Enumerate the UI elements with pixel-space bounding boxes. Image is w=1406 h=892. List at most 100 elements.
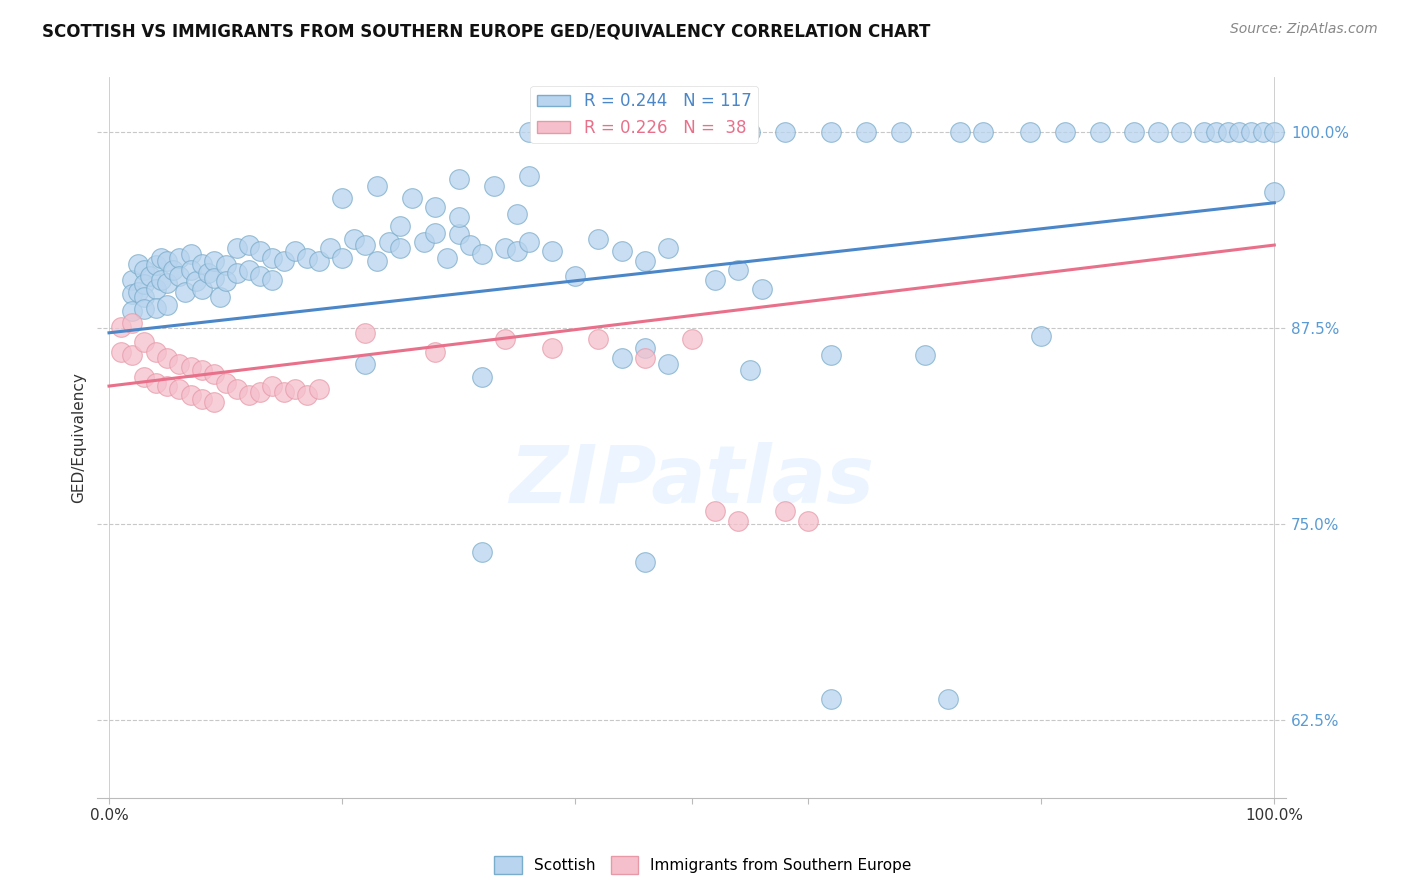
Point <box>1205 125 1227 139</box>
Point <box>156 379 179 393</box>
Point <box>180 360 202 375</box>
Point <box>471 369 494 384</box>
Point <box>132 335 155 350</box>
Point <box>458 238 481 252</box>
Point <box>517 125 540 139</box>
Point <box>425 344 447 359</box>
Point <box>425 201 447 215</box>
Point <box>150 272 173 286</box>
Point <box>308 253 330 268</box>
Point <box>121 272 143 286</box>
Point <box>249 385 271 400</box>
Point <box>1031 329 1053 343</box>
Point <box>180 388 202 402</box>
Point <box>214 259 236 273</box>
Point <box>447 172 470 186</box>
Point <box>657 241 679 255</box>
Point <box>890 125 912 139</box>
Point <box>330 191 353 205</box>
Point <box>132 277 155 292</box>
Point <box>167 269 190 284</box>
Point <box>540 125 562 139</box>
Point <box>226 266 249 280</box>
Point <box>308 382 330 396</box>
Point <box>167 382 190 396</box>
Point <box>1194 125 1216 139</box>
Point <box>540 342 562 356</box>
Point <box>262 379 284 393</box>
Point <box>284 382 307 396</box>
Point <box>681 332 703 346</box>
Point <box>197 266 219 280</box>
Legend: Scottish, Immigrants from Southern Europe: Scottish, Immigrants from Southern Europ… <box>488 850 918 880</box>
Point <box>354 357 377 371</box>
Point <box>132 369 155 384</box>
Point <box>588 332 610 346</box>
Point <box>110 344 132 359</box>
Point <box>145 282 167 296</box>
Point <box>191 282 214 296</box>
Point <box>634 253 657 268</box>
Point <box>132 263 155 277</box>
Point <box>186 274 208 288</box>
Text: ZIPatlas: ZIPatlas <box>509 442 875 520</box>
Point <box>751 282 773 296</box>
Point <box>517 235 540 249</box>
Point <box>1263 125 1285 139</box>
Point <box>949 125 972 139</box>
Point <box>797 514 820 528</box>
Point <box>167 251 190 265</box>
Point <box>145 259 167 273</box>
Point <box>494 332 516 346</box>
Point <box>139 269 162 284</box>
Point <box>110 319 132 334</box>
Point <box>330 251 353 265</box>
Point <box>354 326 377 340</box>
Point <box>506 207 529 221</box>
Point <box>180 247 202 261</box>
Point <box>191 363 214 377</box>
Point <box>471 247 494 261</box>
Point <box>727 263 749 277</box>
Point <box>132 290 155 304</box>
Point <box>447 210 470 224</box>
Point <box>936 692 959 706</box>
Point <box>202 271 225 285</box>
Point <box>425 226 447 240</box>
Point <box>401 191 423 205</box>
Point <box>634 125 657 139</box>
Point <box>202 367 225 381</box>
Point <box>238 263 260 277</box>
Point <box>377 235 399 249</box>
Point <box>156 276 179 290</box>
Point <box>145 344 167 359</box>
Point <box>447 227 470 241</box>
Point <box>238 238 260 252</box>
Point <box>738 125 761 139</box>
Point <box>1227 125 1250 139</box>
Point <box>343 232 366 246</box>
Point <box>262 272 284 286</box>
Point <box>1088 125 1111 139</box>
Point <box>121 286 143 301</box>
Point <box>389 241 412 255</box>
Point <box>238 388 260 402</box>
Point <box>704 504 727 518</box>
Point <box>214 274 236 288</box>
Point <box>262 251 284 265</box>
Point <box>202 253 225 268</box>
Point <box>121 317 143 331</box>
Point <box>610 351 633 365</box>
Point <box>191 257 214 271</box>
Point <box>1240 125 1263 139</box>
Point <box>657 125 679 139</box>
Point <box>855 125 877 139</box>
Point <box>249 244 271 259</box>
Point <box>366 253 388 268</box>
Point <box>1216 125 1239 139</box>
Text: SCOTTISH VS IMMIGRANTS FROM SOUTHERN EUROPE GED/EQUIVALENCY CORRELATION CHART: SCOTTISH VS IMMIGRANTS FROM SOUTHERN EUR… <box>42 22 931 40</box>
Point <box>914 348 936 362</box>
Point <box>588 232 610 246</box>
Point <box>1053 125 1076 139</box>
Point <box>127 257 149 271</box>
